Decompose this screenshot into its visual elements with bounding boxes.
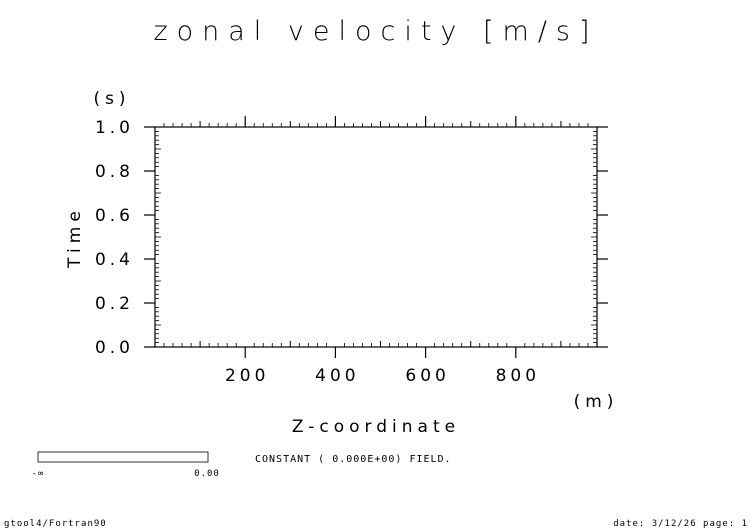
- x-tick-label: 400: [315, 366, 359, 386]
- y-tick-label: 0.6: [95, 206, 134, 226]
- y-tick-label: 0.4: [95, 250, 134, 270]
- y-axis: 0.0 0.2 0.4 0.6 0.8 1.0: [95, 118, 608, 358]
- x-axis: 200 400 600 800: [225, 116, 540, 386]
- x-unit-label: (m): [574, 392, 619, 412]
- y-axis-label: Time: [65, 206, 85, 269]
- y-tick-label: 1.0: [95, 118, 134, 138]
- chart-title: zonal velocity [m/s]: [153, 16, 598, 47]
- x-axis-label: Z-coordinate: [292, 417, 460, 437]
- x-tick-label: 800: [496, 366, 540, 386]
- colorbar-max-label: 0.00: [194, 469, 220, 479]
- colorbar-box: [37, 451, 209, 463]
- plot-frame: [154, 126, 598, 348]
- colorbar: -∞ 0.00: [32, 451, 220, 479]
- minor-ticks: [155, 121, 597, 347]
- y-unit-label: (s): [93, 89, 130, 109]
- y-tick-label: 0.2: [95, 294, 134, 314]
- x-tick-label: 600: [405, 366, 449, 386]
- y-tick-label: 0.8: [95, 162, 134, 182]
- y-tick-label: 0.0: [95, 338, 134, 358]
- plot-area: [154, 126, 598, 348]
- field-message: CONSTANT ( 0.000E+00) FIELD.: [255, 454, 452, 465]
- x-tick-label: 200: [225, 366, 269, 386]
- footer-right: date: 3/12/26 page: 1: [613, 519, 748, 529]
- colorbar-min-label: -∞: [32, 469, 45, 479]
- footer-left: gtool4/Fortran90: [4, 519, 107, 529]
